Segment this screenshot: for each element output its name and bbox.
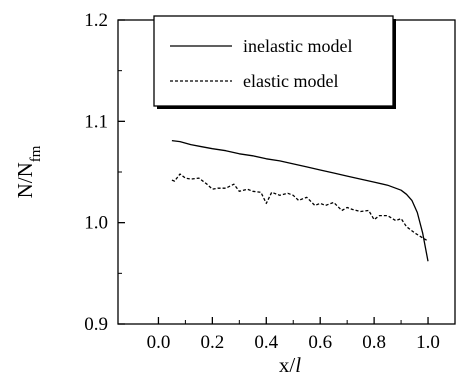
y-axis-label: N/Nfm [13,145,44,198]
legend-label-inelastic: inelastic model [243,36,352,56]
x-tick-label: 1.0 [416,332,440,353]
x-axis-ticks: 0.0 0.2 0.4 0.6 0.8 1.0 [147,317,456,353]
y-axis-ticks: 0.9 1.0 1.1 1.2 [84,10,125,335]
x-tick-label: 0.0 [147,332,171,353]
y-tick-label: 0.9 [84,314,108,335]
x-tick-label: 0.4 [254,332,278,353]
series-layer [171,139,429,262]
y-tick-label: 1.0 [84,213,108,234]
x-tick-label: 0.6 [308,332,332,353]
y-tick-label: 1.1 [84,111,108,132]
x-tick-label: 0.2 [200,332,224,353]
series-line-elastic [171,173,429,242]
legend-box [153,15,394,107]
x-tick-label: 0.8 [362,332,386,353]
legend-label-elastic: elastic model [243,71,338,91]
x-axis-label: x/l [279,353,301,377]
y-tick-label: 1.2 [84,10,108,31]
series-line-inelastic [171,139,429,262]
legend: inelastic model elastic model [153,15,396,109]
